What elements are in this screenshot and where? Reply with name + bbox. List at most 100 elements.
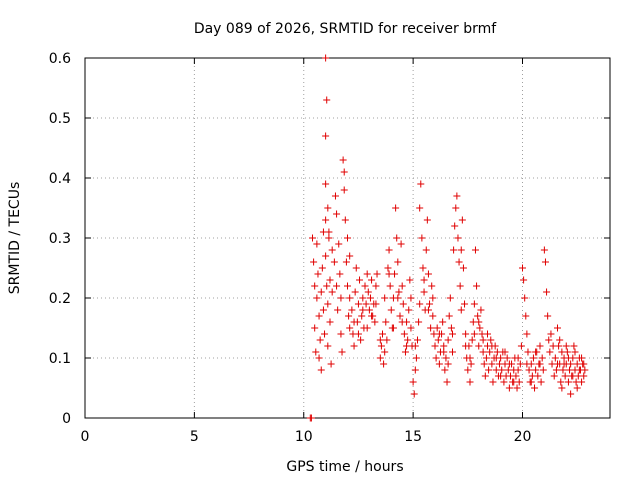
data-point: [453, 192, 461, 200]
data-point: [451, 222, 459, 230]
data-point: [473, 282, 481, 290]
data-point: [356, 276, 364, 284]
data-point: [346, 324, 354, 332]
data-point: [324, 342, 332, 350]
data-point: [519, 264, 526, 272]
data-point: [552, 366, 560, 374]
data-point: [380, 360, 388, 368]
data-point: [567, 360, 575, 368]
data-point: [439, 318, 447, 326]
data-point: [325, 228, 333, 236]
data-point: [567, 390, 575, 398]
data-point: [434, 336, 442, 344]
x-tick-label: 10: [295, 429, 313, 445]
data-point: [362, 300, 370, 308]
data-point: [313, 240, 321, 248]
data-point: [435, 360, 443, 368]
data-point: [351, 288, 359, 296]
data-point: [545, 336, 553, 344]
data-point: [428, 282, 436, 290]
axes: [84, 57, 611, 419]
data-point: [570, 342, 578, 350]
y-tick-label: 0.2: [49, 291, 71, 307]
data-point: [447, 324, 455, 332]
data-point: [529, 354, 537, 362]
data-point: [334, 306, 342, 314]
data-point: [450, 246, 458, 254]
data-point: [459, 264, 467, 272]
data-point: [386, 282, 394, 290]
data-point: [328, 246, 336, 254]
data-point: [416, 300, 424, 308]
data-point: [544, 312, 552, 320]
data-point: [560, 360, 568, 368]
data-point: [525, 366, 533, 374]
data-point: [517, 342, 525, 350]
data-point: [537, 378, 545, 386]
data-point: [514, 366, 522, 374]
data-point: [452, 204, 460, 212]
data-point: [400, 330, 408, 338]
data-point: [521, 294, 529, 302]
data-point: [578, 378, 586, 386]
data-point: [323, 282, 331, 290]
tick-labels: 0 5 10 15 20 0 0.1 0.2 0.3 0.4 0.5 0.6: [49, 51, 532, 445]
data-point: [557, 378, 565, 386]
data-point: [467, 360, 475, 368]
x-tick-label: 15: [404, 429, 422, 445]
data-point: [317, 288, 325, 296]
data-point: [435, 330, 443, 338]
data-point: [424, 270, 432, 278]
data-point: [492, 354, 500, 362]
data-point: [338, 348, 346, 356]
data-point: [399, 300, 407, 308]
data-point: [357, 336, 365, 344]
data-point: [361, 282, 369, 290]
data-point: [398, 318, 406, 326]
data-point: [420, 276, 428, 284]
data-point: [344, 234, 351, 242]
data-point: [363, 324, 371, 332]
data-point: [422, 246, 430, 254]
data-point: [354, 330, 362, 338]
y-tick-label: 0.1: [49, 351, 71, 367]
data-point: [514, 354, 522, 362]
data-point: [564, 378, 572, 386]
data-point: [578, 354, 586, 362]
data-point: [580, 372, 588, 380]
data-point: [333, 210, 341, 218]
data-point: [407, 324, 415, 332]
data-point: [316, 336, 324, 344]
data-point: [551, 354, 559, 362]
data-point: [397, 240, 405, 248]
data-point: [444, 336, 452, 344]
data-point: [376, 336, 384, 344]
data-point: [440, 342, 448, 350]
data-point: [395, 288, 403, 296]
data-point: [563, 348, 571, 356]
data-point: [398, 282, 406, 290]
data-point: [573, 384, 581, 392]
data-point: [337, 294, 345, 302]
data-point: [364, 288, 372, 296]
data-point: [340, 168, 348, 176]
data-point: [569, 372, 577, 380]
data-point: [381, 294, 389, 302]
data-point: [311, 282, 319, 290]
data-point: [326, 276, 334, 284]
data-point: [482, 354, 490, 362]
data-point: [555, 342, 563, 350]
data-point: [488, 342, 496, 350]
data-point: [407, 294, 415, 302]
data-point: [462, 330, 470, 338]
data-point: [379, 330, 386, 338]
data-point: [454, 234, 462, 242]
data-point: [307, 414, 315, 422]
data-point: [321, 330, 329, 338]
data-point: [342, 258, 350, 266]
data-point: [328, 288, 336, 296]
data-point: [384, 264, 392, 272]
data-point: [559, 366, 567, 374]
